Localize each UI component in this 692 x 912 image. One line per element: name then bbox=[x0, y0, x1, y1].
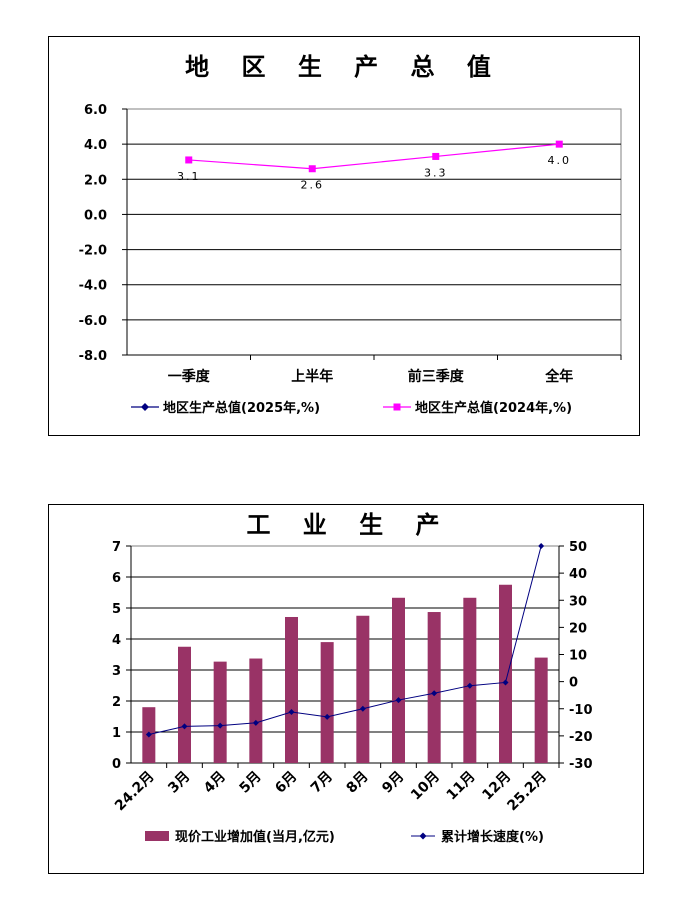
data-point-growth bbox=[145, 731, 152, 738]
y-right-tick-label: 40 bbox=[569, 567, 587, 582]
legend-label-2024: 地区生产总值(2024年,%) bbox=[415, 400, 572, 416]
bar-industry-value bbox=[534, 657, 548, 763]
y-left-tick-label: 5 bbox=[112, 602, 121, 617]
x-category-label: 全年 bbox=[544, 368, 573, 385]
x-category-label: 11月 bbox=[444, 769, 479, 804]
y-tick-label: 2.0 bbox=[84, 173, 107, 188]
y-left-tick-label: 2 bbox=[112, 695, 121, 710]
series-line-growth bbox=[148, 545, 542, 736]
series-line-2024 bbox=[188, 143, 560, 170]
legend-label-bar: 现价工业增加值(当月,亿元) bbox=[175, 829, 335, 845]
legend-marker-2024 bbox=[393, 403, 401, 411]
data-point-2024 bbox=[555, 140, 563, 148]
y-left-tick-label: 0 bbox=[112, 757, 121, 772]
y-left-tick-label: 1 bbox=[112, 726, 121, 741]
chart-title: 地 区 生 产 总 值 bbox=[185, 53, 503, 81]
data-point-2024 bbox=[308, 165, 316, 173]
y-left-tick-label: 3 bbox=[112, 664, 121, 679]
y-right-tick-label: -20 bbox=[569, 730, 593, 745]
y-left-tick-label: 4 bbox=[112, 633, 121, 648]
data-point-growth bbox=[538, 543, 545, 549]
bar-industry-value bbox=[285, 616, 298, 763]
legend-label-growth: 累计增长速度(%) bbox=[441, 829, 544, 845]
bar-industry-value bbox=[427, 612, 441, 763]
bar-industry-value bbox=[178, 646, 191, 763]
y-right-tick-label: 50 bbox=[569, 540, 587, 555]
y-right-tick-label: 0 bbox=[569, 676, 578, 691]
y-right-tick-label: -10 bbox=[569, 703, 593, 718]
data-point-growth bbox=[181, 723, 188, 730]
y-left-tick-label: 7 bbox=[112, 540, 121, 555]
y-right-tick-label: 20 bbox=[569, 621, 587, 636]
x-category-label: 上半年 bbox=[291, 368, 333, 385]
bar-industry-value bbox=[392, 597, 405, 763]
x-category-label: 8月 bbox=[344, 769, 372, 797]
data-point-growth bbox=[395, 697, 402, 704]
data-point-growth bbox=[466, 682, 473, 689]
y-right-tick-label: -30 bbox=[569, 757, 593, 772]
data-label-2024: 3.3 bbox=[424, 166, 448, 179]
data-point-growth bbox=[217, 722, 224, 729]
y-right-tick-label: 30 bbox=[569, 594, 587, 609]
gdp-chart: 地 区 生 产 总 值 6.0 4.0 2.0 0.0 -2.0 -4.0 -6.0 -8.0 一… bbox=[79, 53, 622, 416]
legend-marker-2025 bbox=[141, 403, 149, 411]
bar-industry-value bbox=[356, 615, 370, 763]
y-tick-label: -6.0 bbox=[79, 314, 107, 329]
x-category-label: 24.2月 bbox=[112, 769, 158, 815]
data-label-2024: 2.6 bbox=[301, 179, 325, 192]
data-point-2024 bbox=[432, 152, 440, 160]
data-point-growth bbox=[431, 690, 438, 697]
bar-industry-value bbox=[320, 642, 334, 763]
legend-label-2025: 地区生产总值(2025年,%) bbox=[163, 400, 320, 416]
x-category-label: 25.2月 bbox=[504, 769, 550, 815]
legend-marker-bar bbox=[145, 831, 169, 841]
data-point-growth bbox=[359, 705, 366, 712]
bar-industry-value bbox=[499, 584, 512, 763]
x-category-label: 一季度 bbox=[168, 368, 211, 385]
x-category-label: 9月 bbox=[379, 769, 407, 797]
y-left-tick-label: 6 bbox=[112, 571, 121, 586]
x-category-label: 5月 bbox=[237, 769, 265, 797]
data-label-2024: 4.0 bbox=[548, 154, 572, 167]
data-point-2024 bbox=[185, 156, 193, 164]
y-tick-label: -4.0 bbox=[79, 279, 107, 294]
y-tick-label: 6.0 bbox=[84, 103, 107, 118]
x-category-label: 4月 bbox=[201, 769, 229, 797]
y-tick-label: 0.0 bbox=[84, 208, 107, 223]
y-tick-label: -8.0 bbox=[79, 349, 107, 364]
data-point-growth bbox=[252, 719, 259, 726]
x-category-label: 10月 bbox=[408, 769, 443, 804]
industry-chart: 工 业 生 产7654321050403020100-10-20-3024.2月… bbox=[112, 511, 593, 845]
bar-industry-value bbox=[463, 597, 477, 763]
x-category-label: 3月 bbox=[165, 769, 193, 797]
data-point-growth bbox=[288, 709, 295, 716]
bar-industry-value bbox=[213, 661, 227, 763]
data-label-2024: 3.1 bbox=[177, 170, 201, 183]
chart-title: 工 业 生 产 bbox=[246, 511, 451, 539]
y-tick-label: -2.0 bbox=[79, 244, 107, 259]
data-point-growth bbox=[502, 679, 509, 686]
x-category-label: 前三季度 bbox=[408, 368, 465, 385]
industry-chart-panel: 工 业 生 产 7 6 5 4 3 2 1 0 50 40 30 20 10 0 -10 -20 -30 24.2月… bbox=[48, 504, 644, 874]
data-point-growth bbox=[324, 713, 331, 720]
y-tick-label: 4.0 bbox=[84, 138, 107, 153]
y-right-tick-label: 10 bbox=[569, 649, 587, 664]
gdp-chart-panel: 地 区 生 产 总 值 6.0 4.0 2.0 0.0 -2.0 -4.0 -6.0 -8.0 一… bbox=[48, 36, 640, 436]
x-category-label: 6月 bbox=[272, 769, 300, 797]
legend-marker-growth bbox=[419, 832, 427, 840]
bar-industry-value bbox=[249, 658, 263, 763]
x-category-label: 7月 bbox=[308, 769, 336, 797]
plot-area bbox=[130, 545, 560, 764]
